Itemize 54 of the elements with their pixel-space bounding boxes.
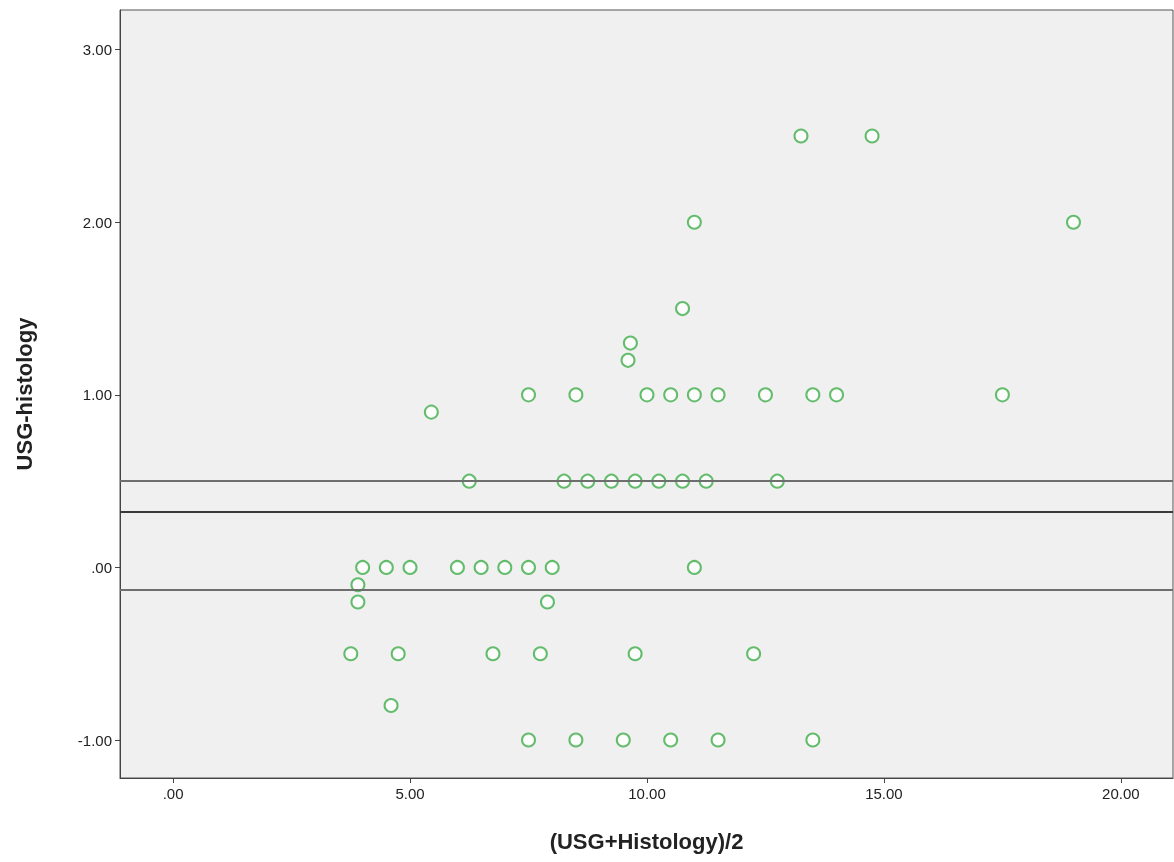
point [343,646,359,662]
point [521,387,536,403]
point [639,387,655,403]
point [864,128,880,144]
x-axis-title: (USG+Histology)/2 [549,828,744,854]
y-tick-label: 2.00 [82,213,112,231]
y-tick-label: .00 [91,558,112,576]
point [627,646,643,662]
point [539,594,555,610]
point [473,559,489,575]
x-tick-label: 15.00 [865,785,903,802]
point [710,387,726,403]
point [544,559,560,575]
point [757,387,773,403]
x-tick-label: 5.00 [395,785,425,802]
point [829,387,845,403]
point [615,732,631,748]
point [710,732,726,748]
point [675,301,691,317]
point [449,559,465,575]
point [1065,214,1081,230]
point [568,732,584,748]
point [663,387,679,403]
point [686,559,702,575]
point [568,387,584,403]
point [793,128,809,144]
point [805,387,821,403]
point [378,559,394,575]
y-tick-label: 3.00 [82,41,112,59]
y-tick-label: 1.00 [82,386,112,404]
point [485,646,501,662]
point [383,698,399,714]
x-tick-label: .00 [162,785,184,802]
point [805,732,821,748]
x-tick-label: 20.00 [1102,785,1140,802]
point [497,559,513,575]
point [402,559,418,575]
point [620,352,636,368]
point [622,335,638,351]
y-axis-title: USG-histology [11,316,37,471]
point [350,594,366,610]
point [423,404,439,420]
x-tick-label: 10.00 [628,785,666,802]
point [532,646,548,662]
point [663,732,679,748]
point [355,559,371,575]
point [390,646,406,662]
point [746,646,762,662]
point [994,387,1010,403]
point [686,214,702,230]
point [521,559,536,575]
point [686,387,702,403]
point [521,732,536,748]
y-tick-label: -1.00 [77,731,112,749]
